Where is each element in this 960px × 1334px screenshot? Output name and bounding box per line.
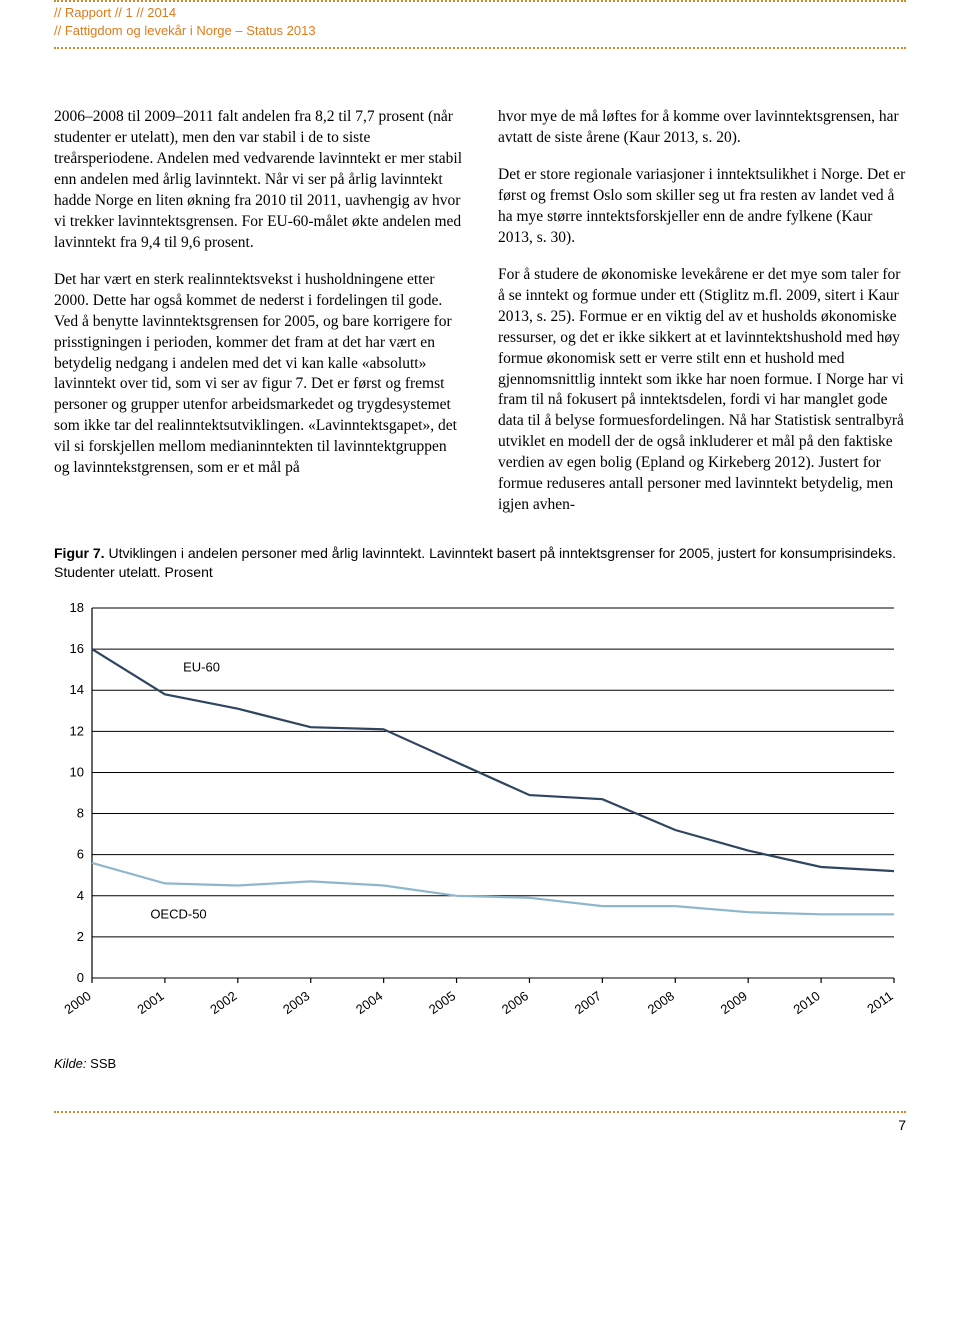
paragraph: For å studere de økonomiske levekårene e… — [498, 265, 906, 516]
line-chart: 0 2 4 6 8 10 12 14 16 18 2000 2001 2002 2003 2004 2005 2… — [54, 600, 906, 1030]
figure-label: Figur 7. — [54, 545, 105, 561]
svg-text:18: 18 — [70, 600, 84, 615]
header-bottom-dotted — [54, 47, 906, 49]
report-header: // Rapport // 1 // 2014 // Fattigdom og … — [54, 4, 906, 47]
figure-source: Kilde: SSB — [54, 1056, 906, 1071]
svg-text:2004: 2004 — [353, 988, 385, 1017]
svg-text:0: 0 — [77, 970, 84, 985]
header-line-1: // Rapport // 1 // 2014 — [54, 4, 906, 22]
figure-caption-text: Utviklingen i andelen personer med årlig… — [54, 545, 896, 580]
svg-text:2003: 2003 — [280, 988, 312, 1017]
source-value: SSB — [90, 1056, 116, 1071]
header-top-dotted — [54, 0, 906, 2]
figure-caption: Figur 7. Utviklingen i andelen personer … — [54, 544, 906, 582]
svg-text:12: 12 — [70, 723, 84, 738]
svg-text:2009: 2009 — [718, 988, 750, 1017]
svg-text:2007: 2007 — [572, 988, 604, 1017]
svg-text:OECD-50: OECD-50 — [150, 906, 206, 921]
svg-text:2000: 2000 — [61, 988, 93, 1017]
svg-text:4: 4 — [77, 888, 84, 903]
svg-text:2002: 2002 — [207, 988, 239, 1017]
column-left: 2006–2008 til 2009–2011 falt andelen fra… — [54, 107, 462, 516]
body-columns: 2006–2008 til 2009–2011 falt andelen fra… — [54, 107, 906, 516]
svg-text:2010: 2010 — [791, 988, 823, 1017]
svg-text:2011: 2011 — [864, 988, 896, 1016]
svg-text:2008: 2008 — [645, 988, 677, 1017]
paragraph: 2006–2008 til 2009–2011 falt andelen fra… — [54, 107, 462, 253]
header-line-2: // Fattigdom og levekår i Norge – Status… — [54, 22, 906, 40]
svg-text:EU-60: EU-60 — [183, 659, 220, 674]
paragraph: Det er store regionale variasjoner i inn… — [498, 165, 906, 249]
svg-text:2006: 2006 — [499, 988, 531, 1017]
svg-text:10: 10 — [70, 764, 84, 779]
svg-text:14: 14 — [70, 682, 84, 697]
column-right: hvor mye de må løftes for å komme over l… — [498, 107, 906, 516]
svg-text:2005: 2005 — [426, 988, 458, 1017]
paragraph: hvor mye de må løftes for å komme over l… — [498, 107, 906, 149]
chart-container: 0 2 4 6 8 10 12 14 16 18 2000 2001 2002 2003 2004 2005 2… — [54, 600, 906, 1030]
svg-text:2: 2 — [77, 929, 84, 944]
svg-text:8: 8 — [77, 805, 84, 820]
paragraph: Det har vært en sterk realinntektsvekst … — [54, 270, 462, 479]
footer-dotted — [54, 1111, 906, 1113]
page-number: 7 — [898, 1117, 906, 1133]
svg-text:16: 16 — [70, 641, 84, 656]
svg-text:6: 6 — [77, 846, 84, 861]
svg-text:2001: 2001 — [134, 988, 166, 1017]
source-label: Kilde: — [54, 1056, 87, 1071]
